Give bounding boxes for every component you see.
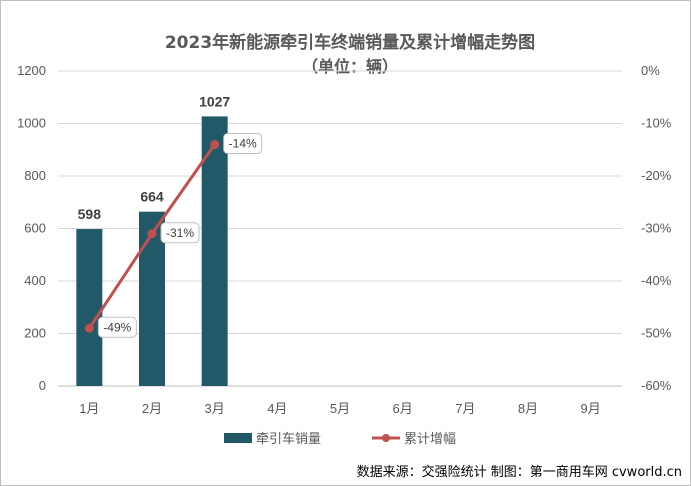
line-point bbox=[147, 229, 157, 239]
right-axis: -60% -50% -40% -30% -20% -10% 0% bbox=[641, 63, 672, 393]
bar-data-label: 598 bbox=[78, 206, 102, 222]
bar-2 bbox=[139, 211, 165, 386]
left-tick-label: 1200 bbox=[17, 63, 46, 78]
left-tick-label: 0 bbox=[39, 378, 46, 393]
bar-data-label: 664 bbox=[140, 189, 164, 205]
right-tick-label: -30% bbox=[641, 221, 672, 236]
right-tick-label: -60% bbox=[641, 378, 672, 393]
x-tick-label: 1月 bbox=[79, 401, 99, 416]
bar-1 bbox=[76, 229, 103, 386]
x-tick-label: 5月 bbox=[330, 401, 350, 416]
x-tick-label: 2月 bbox=[142, 401, 162, 416]
x-tick-label: 4月 bbox=[267, 401, 287, 416]
x-tick-label: 3月 bbox=[205, 401, 225, 416]
legend-label-line: 累计增幅 bbox=[404, 432, 456, 447]
line-data-label: -14% bbox=[229, 137, 257, 151]
right-tick-label: -10% bbox=[641, 116, 672, 131]
line-label-box bbox=[223, 133, 263, 154]
right-tick-label: -40% bbox=[641, 273, 672, 288]
left-tick-label: 400 bbox=[24, 273, 46, 288]
left-tick-label: 600 bbox=[24, 221, 46, 236]
bars-layer: 598 664 1027 bbox=[76, 93, 230, 386]
legend-swatch-marker bbox=[382, 434, 390, 442]
left-tick-label: 1000 bbox=[17, 116, 46, 131]
line-data-label: -31% bbox=[166, 226, 194, 240]
line-point bbox=[84, 323, 94, 333]
line-label-box bbox=[160, 222, 200, 244]
x-tick-label: 8月 bbox=[518, 401, 538, 416]
left-axis: 0 200 400 600 800 1000 1200 bbox=[17, 63, 46, 393]
x-tick-label: 7月 bbox=[455, 401, 475, 416]
left-tick-label: 200 bbox=[24, 326, 46, 341]
legend-label-bar: 牵引车销量 bbox=[256, 431, 321, 447]
x-tick-label: 9月 bbox=[581, 401, 601, 416]
right-tick-label: 0% bbox=[641, 63, 660, 78]
legend-swatch-bar bbox=[224, 433, 252, 443]
chart-subtitle: （单位：辆） bbox=[302, 57, 398, 76]
line-point bbox=[210, 140, 220, 149]
legend: 牵引车销量 累计增幅 bbox=[224, 431, 456, 447]
bar-3 bbox=[201, 116, 228, 386]
chart-title: 2023年新能源牵引车终端销量及累计增幅走势图 bbox=[165, 32, 535, 53]
line-layer: -49% -31% -14% bbox=[84, 133, 263, 338]
line-label-box bbox=[97, 316, 137, 338]
right-tick-label: -20% bbox=[641, 168, 672, 183]
x-tick-label: 6月 bbox=[393, 401, 413, 416]
right-tick-label: -50% bbox=[641, 326, 672, 341]
bar-data-label: 1027 bbox=[199, 93, 230, 109]
left-tick-label: 800 bbox=[24, 168, 46, 183]
line-data-label: -49% bbox=[103, 320, 131, 334]
source-note: 数据来源：交强险统计 制图：第一商用车网 cvworld.cn bbox=[357, 464, 682, 480]
